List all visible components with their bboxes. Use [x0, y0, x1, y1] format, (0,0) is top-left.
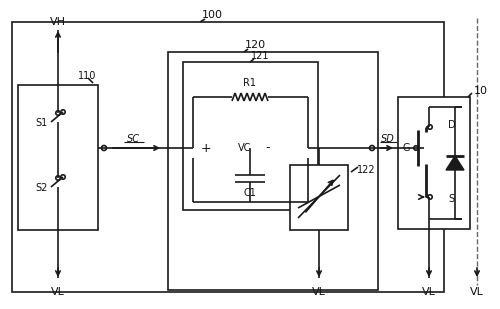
Text: 110: 110: [78, 71, 96, 81]
Circle shape: [61, 110, 65, 114]
Text: 122: 122: [356, 165, 376, 175]
Text: R1: R1: [244, 78, 256, 88]
Text: 100: 100: [202, 10, 222, 20]
Circle shape: [370, 146, 374, 150]
Circle shape: [428, 195, 432, 199]
Bar: [168, 52, 378, 290]
Text: S1: S1: [36, 118, 48, 128]
Text: D: D: [448, 120, 456, 130]
Text: SD: SD: [381, 134, 395, 144]
Text: 121: 121: [251, 51, 269, 61]
Circle shape: [428, 125, 432, 129]
Text: 120: 120: [244, 40, 266, 50]
Text: VL: VL: [51, 287, 65, 297]
Text: VH: VH: [50, 17, 66, 27]
Text: 10: 10: [474, 86, 488, 96]
Bar: [183, 62, 318, 210]
Circle shape: [414, 146, 418, 150]
Text: VL: VL: [422, 287, 436, 297]
Circle shape: [56, 176, 60, 180]
Polygon shape: [446, 156, 464, 170]
Circle shape: [102, 146, 106, 150]
Bar: [18, 85, 98, 230]
Text: S: S: [448, 194, 454, 204]
Circle shape: [61, 175, 65, 179]
Text: +: +: [200, 142, 211, 154]
Text: S2: S2: [36, 183, 48, 193]
Text: VL: VL: [312, 287, 326, 297]
Text: -: -: [266, 142, 270, 154]
Text: VC: VC: [238, 143, 252, 153]
Bar: [12, 22, 444, 292]
Bar: [290, 165, 348, 230]
Text: G: G: [402, 143, 410, 153]
Bar: [398, 97, 470, 229]
Text: VL: VL: [470, 287, 484, 297]
Text: SC: SC: [126, 134, 140, 144]
Text: C1: C1: [244, 188, 256, 198]
Circle shape: [56, 111, 60, 115]
